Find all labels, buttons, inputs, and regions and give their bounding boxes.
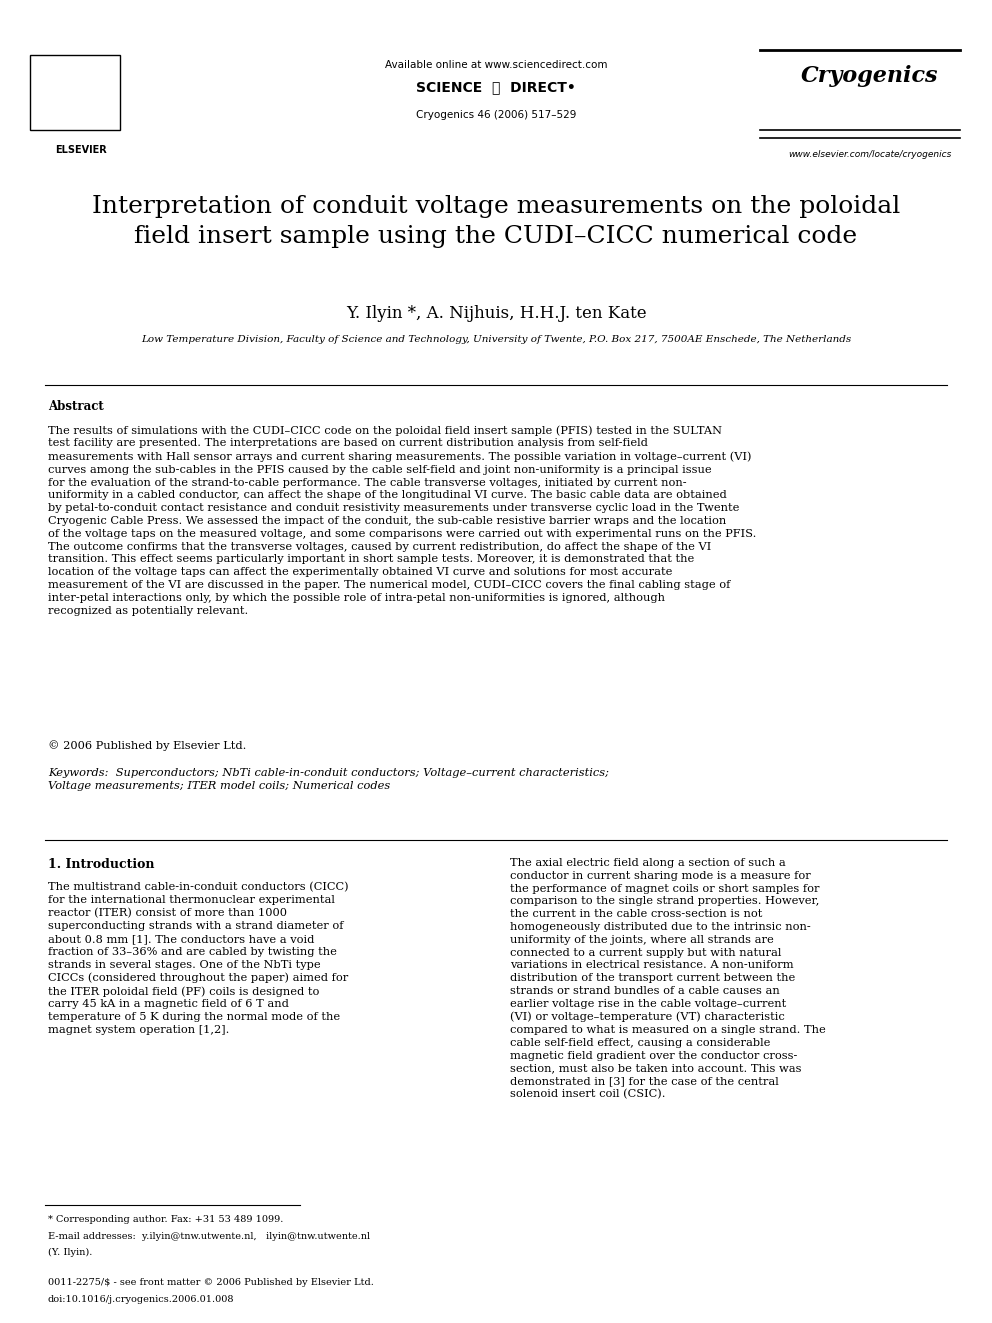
Bar	[30, 56, 120, 130]
Text: (Y. Ilyin).: (Y. Ilyin).	[48, 1248, 92, 1257]
Text: E-mail addresses:  y.ilyin@tnw.utwente.nl,   ilyin@tnw.utwente.nl: E-mail addresses: y.ilyin@tnw.utwente.nl…	[48, 1232, 370, 1241]
Text: Cryogenics 46 (2006) 517–529: Cryogenics 46 (2006) 517–529	[416, 110, 576, 120]
Text: Keywords:  Superconductors; NbTi cable-in-conduit conductors; Voltage–current ch: Keywords: Superconductors; NbTi cable-in…	[48, 767, 609, 791]
Text: The results of simulations with the CUDI–CICC code on the poloidal field insert : The results of simulations with the CUDI…	[48, 425, 756, 615]
Text: www.elsevier.com/locate/cryogenics: www.elsevier.com/locate/cryogenics	[789, 149, 951, 159]
Text: Cryogenics: Cryogenics	[802, 65, 938, 87]
Text: ELSEVIER: ELSEVIER	[55, 146, 107, 155]
Text: The multistrand cable-in-conduit conductors (CICC)
for the international thermon: The multistrand cable-in-conduit conduct…	[48, 882, 348, 1035]
Text: doi:10.1016/j.cryogenics.2006.01.008: doi:10.1016/j.cryogenics.2006.01.008	[48, 1295, 234, 1304]
Text: Y. Ilyin *, A. Nijhuis, H.H.J. ten Kate: Y. Ilyin *, A. Nijhuis, H.H.J. ten Kate	[345, 306, 647, 321]
Text: Interpretation of conduit voltage measurements on the poloidal
field insert samp: Interpretation of conduit voltage measur…	[92, 194, 900, 249]
Text: Low Temperature Division, Faculty of Science and Technology, University of Twent: Low Temperature Division, Faculty of Sci…	[141, 335, 851, 344]
Text: © 2006 Published by Elsevier Ltd.: © 2006 Published by Elsevier Ltd.	[48, 740, 246, 750]
Text: Available online at www.sciencedirect.com: Available online at www.sciencedirect.co…	[385, 60, 607, 70]
Text: 0011-2275/$ - see front matter © 2006 Published by Elsevier Ltd.: 0011-2275/$ - see front matter © 2006 Pu…	[48, 1278, 374, 1287]
Text: * Corresponding author. Fax: +31 53 489 1099.: * Corresponding author. Fax: +31 53 489 …	[48, 1215, 284, 1224]
Text: The axial electric field along a section of such a
conductor in current sharing : The axial electric field along a section…	[510, 859, 825, 1099]
Text: Abstract: Abstract	[48, 400, 104, 413]
Text: 1. Introduction: 1. Introduction	[48, 859, 155, 871]
Text: SCIENCE  ⓐ  DIRECT•: SCIENCE ⓐ DIRECT•	[416, 79, 576, 94]
